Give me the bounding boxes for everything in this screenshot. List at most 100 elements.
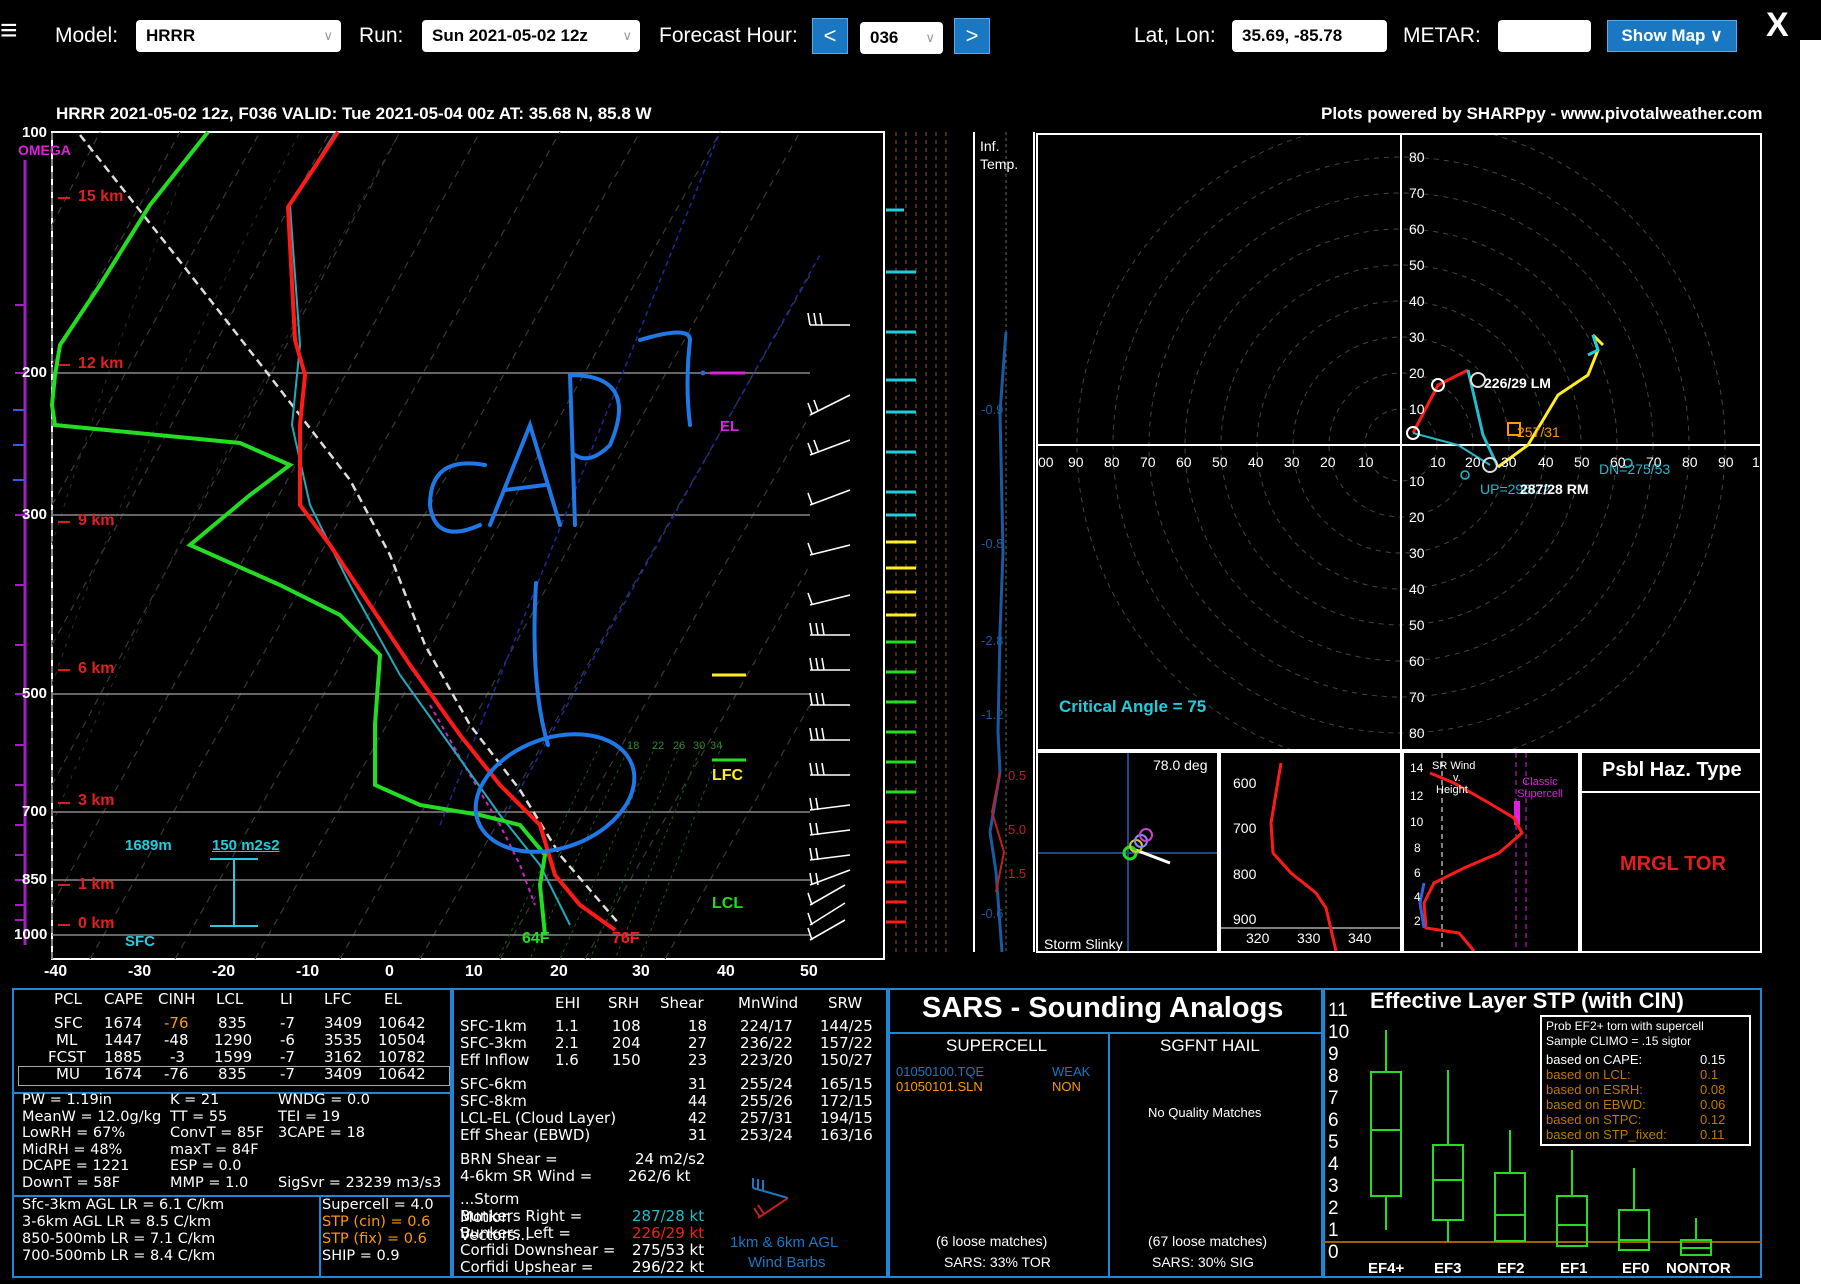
param: STP (fix) = 0.6 <box>322 1231 427 1247</box>
cell: 1.6 <box>555 1051 579 1069</box>
lapse-rate: 700-500mb LR = 8.4 C/km <box>22 1248 216 1264</box>
cell: -76 <box>164 1065 189 1083</box>
height-label-0km: 0 km <box>78 915 115 932</box>
model-select[interactable]: HRRR ∨ <box>136 20 341 52</box>
downshear-label: DN=275/53 <box>1599 461 1671 477</box>
stp-prob-title: Prob EF2+ torn with supercell <box>1546 1019 1704 1033</box>
cell: SFC-6km <box>460 1075 527 1093</box>
cell: 255/24 <box>740 1075 793 1093</box>
menu-icon[interactable]: ≡ <box>0 14 18 47</box>
sr-wind-y-label: 14 <box>1410 761 1424 775</box>
index-value: K = 21 <box>170 1092 220 1108</box>
stp-y-label: 9 <box>1328 1044 1339 1065</box>
hodo-y-label: 50 <box>1409 257 1425 273</box>
prob-value: 0.08 <box>1700 1082 1726 1097</box>
show-map-button[interactable]: Show Map ∨ <box>1607 20 1737 52</box>
hodo-x-label: 10 <box>1358 454 1374 470</box>
cell: LCL-EL (Cloud Layer) <box>460 1109 617 1127</box>
hodo-x-label: 20 <box>1320 454 1336 470</box>
sr-wind-title: v. <box>1453 772 1461 784</box>
cell: 31 <box>688 1126 708 1144</box>
theta-t-label: 320 <box>1246 930 1270 946</box>
temp-label: 20 <box>550 963 568 980</box>
hodo-y-label: 50 <box>1409 617 1425 633</box>
temp-label: 10 <box>465 963 483 980</box>
cell: 150/27 <box>820 1051 873 1069</box>
forecast-hour-select[interactable]: 036 ∨ <box>860 22 943 54</box>
index-value: MMP = 1.0 <box>170 1174 249 1191</box>
misc-col: PW = 1.19in MeanW = 12.0g/kg LowRH = 67%… <box>22 1092 162 1191</box>
hazard-type-panel <box>1580 751 1762 953</box>
cell: ML <box>56 1031 78 1049</box>
run-select[interactable]: Sun 2021-05-02 12z ∨ <box>422 20 640 52</box>
prob-label: based on CAPE: <box>1546 1052 1643 1067</box>
inferred-temp-value: -1.2 <box>981 707 1004 722</box>
temp-label: -40 <box>44 963 68 980</box>
sars-match[interactable]: 01050101.SLN <box>896 1079 983 1094</box>
thermo-header: LI <box>280 990 293 1008</box>
stp-y-label: 8 <box>1328 1066 1339 1087</box>
cell: 255/26 <box>740 1092 793 1110</box>
background-page-edge <box>1800 40 1821 1284</box>
skewt-diagram <box>13 130 885 960</box>
table-row: ML 1447 -48 1290 -6 3535 10504 <box>18 1031 448 1049</box>
dewpoint-profile <box>49 130 548 936</box>
omega-label: OMEGA <box>18 142 71 158</box>
slinky-angle: 78.0 deg <box>1153 757 1208 773</box>
table-row: MU 1674 -76 835 -7 3409 10642 <box>18 1065 448 1083</box>
inferred-temp-value: -0.8 <box>981 536 1004 551</box>
pressure-label-700: 700 <box>22 803 48 820</box>
misc-col: K = 21 TT = 55 ConvT = 85F maxT = 84F ES… <box>170 1092 280 1191</box>
lapse-rate: Sfc-3km AGL LR = 6.1 C/km <box>22 1197 225 1213</box>
list-item: based on STPC: 0.12 <box>1546 1112 1746 1127</box>
cell: 204 <box>612 1034 641 1052</box>
close-button[interactable]: X <box>1766 6 1789 44</box>
cell: 4-6km SR Wind = <box>460 1167 593 1185</box>
cell: -76 <box>164 1014 189 1032</box>
run-label: Run: <box>359 24 404 47</box>
wetbulb-profile <box>288 132 571 926</box>
cell: 3162 <box>324 1048 363 1066</box>
latlon-input[interactable]: 35.69, -85.78 <box>1232 20 1387 52</box>
forecast-hour-label: Forecast Hour: <box>659 24 798 47</box>
sr-wind-y-label: 10 <box>1410 815 1424 829</box>
cell: -7 <box>280 1048 295 1066</box>
cell: 194/15 <box>820 1109 873 1127</box>
stp-y-label: 11 <box>1328 1000 1348 1021</box>
next-hour-button[interactable]: > <box>954 18 990 54</box>
index-value: TEI = 19 <box>278 1108 341 1125</box>
sars-match-tag: NON <box>1052 1079 1081 1094</box>
cell: -7 <box>280 1065 295 1083</box>
index-value: maxT = 84F <box>170 1141 259 1158</box>
hodo-y-label: 60 <box>1409 653 1425 669</box>
hodo-x-label: 80 <box>1104 454 1120 470</box>
lapse-rate: 850-500mb LR = 7.1 C/km <box>22 1231 216 1247</box>
hodo-x-label: 30 <box>1284 454 1300 470</box>
model-label: Model: <box>55 24 119 47</box>
hodo-x-label: 60 <box>1176 454 1192 470</box>
hodo-x-label: 70 <box>1140 454 1156 470</box>
sr-wind-title: Height <box>1436 784 1468 796</box>
sars-match-tag: WEAK <box>1052 1064 1091 1079</box>
inferred-temp-value: -0.9 <box>981 402 1004 417</box>
prob-label: based on STP_fixed: <box>1546 1127 1667 1142</box>
inferred-temp-title: Temp. <box>980 156 1019 172</box>
cell: 253/24 <box>740 1126 793 1144</box>
sars-hail-header: SGFNT HAIL <box>1160 1036 1260 1055</box>
index-value: MeanW = 12.0g/kg <box>22 1108 162 1125</box>
pressure-label-300: 300 <box>22 506 48 523</box>
metar-input[interactable] <box>1498 20 1591 52</box>
height-label-3km: 3 km <box>78 792 115 809</box>
cell: 1.1 <box>555 1017 579 1035</box>
prev-hour-button[interactable]: < <box>812 18 848 54</box>
cell: 165/15 <box>820 1075 873 1093</box>
temp-label: 40 <box>717 963 735 980</box>
cell: 262/6 kt <box>628 1167 691 1185</box>
kin-header: Shear <box>660 994 704 1012</box>
cell: 24 m2/s2 <box>635 1150 706 1168</box>
chevron-down-icon: ∨ <box>323 28 333 43</box>
sars-match[interactable]: 01050100.TQE <box>896 1064 985 1079</box>
handwritten-annotation <box>427 330 693 854</box>
theta-p-label: 600 <box>1233 775 1257 791</box>
index-value: ESP = 0.0 <box>170 1158 242 1174</box>
